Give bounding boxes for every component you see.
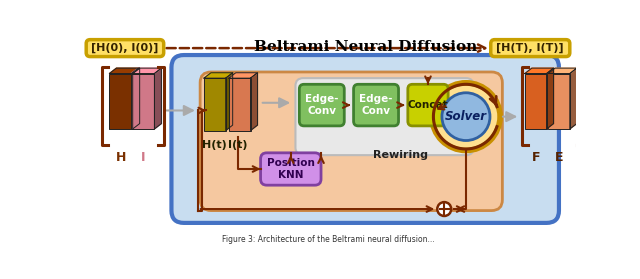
FancyBboxPatch shape [172, 55, 559, 223]
Text: Edge-
Conv: Edge- Conv [305, 94, 339, 116]
Polygon shape [525, 68, 554, 74]
FancyBboxPatch shape [408, 84, 448, 126]
Polygon shape [548, 68, 577, 74]
Circle shape [442, 93, 490, 141]
FancyBboxPatch shape [200, 72, 502, 211]
Polygon shape [226, 73, 233, 131]
FancyBboxPatch shape [260, 153, 321, 185]
Circle shape [432, 83, 500, 150]
Text: H: H [116, 150, 126, 163]
Polygon shape [250, 73, 257, 131]
Polygon shape [131, 68, 161, 74]
Text: Beltrami Neural Diffusion: Beltrami Neural Diffusion [253, 40, 477, 54]
Text: [H(T), I(T)]: [H(T), I(T)] [497, 43, 564, 53]
FancyBboxPatch shape [86, 40, 164, 57]
Polygon shape [570, 68, 577, 129]
FancyBboxPatch shape [353, 84, 399, 126]
Polygon shape [229, 73, 257, 78]
Text: Position
KNN: Position KNN [267, 158, 315, 180]
Polygon shape [204, 78, 226, 131]
FancyBboxPatch shape [491, 40, 570, 57]
Polygon shape [548, 74, 570, 129]
Text: Rewiring: Rewiring [373, 150, 428, 160]
FancyBboxPatch shape [300, 84, 344, 126]
Text: Figure 3: Architecture of the Beltrami neural diffusion...: Figure 3: Architecture of the Beltrami n… [221, 235, 435, 244]
Text: Solver: Solver [445, 110, 487, 123]
FancyBboxPatch shape [296, 78, 474, 155]
Text: I: I [141, 150, 145, 163]
Circle shape [437, 202, 451, 216]
Text: I(t): I(t) [228, 140, 248, 150]
Polygon shape [547, 68, 554, 129]
Polygon shape [204, 73, 233, 78]
Polygon shape [229, 78, 250, 131]
Text: H(t): H(t) [202, 140, 227, 150]
Text: [H(0), I(0)]: [H(0), I(0)] [92, 43, 159, 53]
Text: Concat: Concat [408, 100, 448, 110]
Polygon shape [154, 68, 161, 129]
Text: Edge-
Conv: Edge- Conv [359, 94, 393, 116]
Polygon shape [109, 74, 132, 129]
Polygon shape [131, 74, 154, 129]
Text: F: F [531, 150, 540, 163]
Polygon shape [525, 74, 547, 129]
Polygon shape [132, 68, 140, 129]
Text: E: E [555, 150, 563, 163]
Polygon shape [109, 68, 140, 74]
